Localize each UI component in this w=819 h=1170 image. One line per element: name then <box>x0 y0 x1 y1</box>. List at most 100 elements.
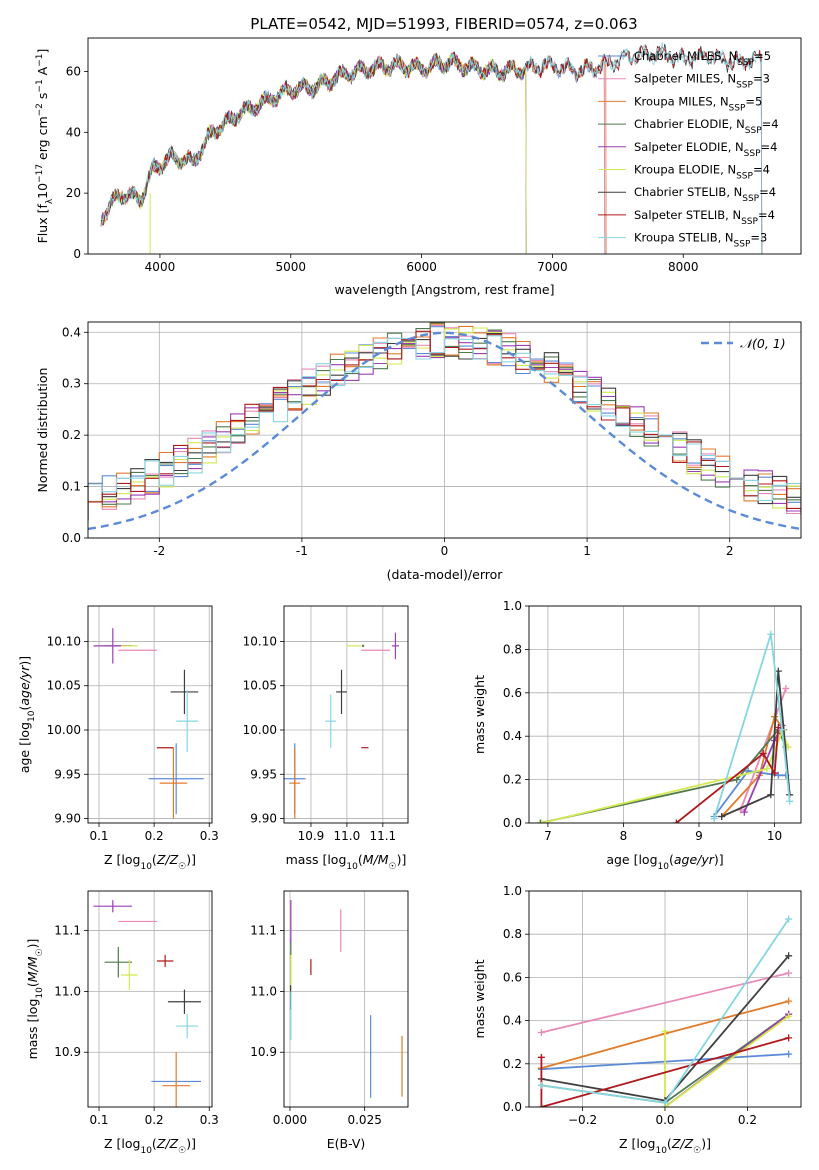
spectrum-axes: 4000 5000 6000 7000 8000 0 20 40 60 <box>66 64 699 274</box>
mass_vs_Z-xtick-label: 0.3 <box>200 1113 219 1127</box>
legend-label-salpeter_elodie: Salpeter ELODIE, NSSP=4 <box>634 140 777 159</box>
residuals-axes: -2 -1 0 1 2 0.0 0.1 0.2 0.3 0.4 <box>62 322 801 558</box>
mass-vs-Z-ylabel: mass [log10(M/M☉)] <box>25 939 45 1060</box>
weight_vs_Z-marker-chabrier_miles <box>785 1050 793 1058</box>
weight_vs_age-ylabel: mass weight <box>472 675 487 754</box>
spectrum-legend: Chabrier MILES, NSSP=5 Salpeter MILES, NS… <box>598 49 779 250</box>
weight_vs_age-xtick-label: 10 <box>767 829 782 843</box>
weight_vs_age-series-kroupa_miles <box>721 714 785 818</box>
mass_vs_ebv-axes: 0.000 0.025 10.9 11.0 11.1 <box>250 891 408 1127</box>
age_vs_mass-ytick-label: 10.05 <box>243 679 277 693</box>
weight_vs_Z-marker-kroupa_stelib <box>785 915 793 923</box>
weight_vs_age-marker-salpeter_stelib <box>774 724 782 732</box>
weight_vs_age-marker-kroupa_stelib <box>710 815 718 823</box>
residuals-xtick-label: -2 <box>153 544 165 558</box>
hist-kroupa_stelib <box>88 335 801 521</box>
mass_vs_Z-xtick-label: 0.2 <box>145 1113 164 1127</box>
weight_vs_age-marker-chabrier_stelib <box>718 812 726 820</box>
weight_vs_Z-marker-salpeter_miles <box>537 1028 545 1036</box>
residuals-frame <box>87 321 802 539</box>
spectrum-series-salpeter_elodie <box>100 54 527 254</box>
weight_vs_Z-series-salpeter_miles <box>541 972 789 1034</box>
weight_vs_Z-marker-kroupa_miles <box>785 997 793 1005</box>
mass_vs_Z-ytick-label: 11.0 <box>54 984 81 998</box>
weight_vs_age-series-salpeter_miles <box>739 688 787 811</box>
weight_vs_age-frame <box>528 605 802 824</box>
residuals-ylabel: Normed distribution <box>35 368 50 493</box>
age_vs_mass-ytick-label: 9.90 <box>250 812 277 826</box>
age-vs-Z-ylabel: age [log10(age/yr)] <box>17 656 37 773</box>
spectrum-ytick-label: 0 <box>73 247 81 261</box>
legend-label-kroupa_elodie: Kroupa ELODIE, NSSP=4 <box>634 163 770 182</box>
weight_vs_Z-ylabel: mass weight <box>472 959 487 1038</box>
age_vs_Z-ytick-label: 10.00 <box>47 723 81 737</box>
weight_vs_age-series-kroupa_elodie <box>541 729 790 823</box>
weight_vs_age-marker-kroupa_stelib <box>778 726 786 734</box>
legend-label-kroupa_miles: Kroupa MILES, NSSP=5 <box>634 94 762 113</box>
age_vs_mass-xtick-label: 11.0 <box>334 829 361 843</box>
mass_vs_ebv-ytick-label: 11.0 <box>250 984 277 998</box>
weight_vs_age-axes: 7 8 9 10 0.0 0.2 0.4 0.6 0.8 1.0 <box>503 599 801 843</box>
weight_vs_age-marker-salpeter_stelib <box>759 750 767 758</box>
weight_vs_Z-ytick-label: 0.8 <box>503 927 522 941</box>
weight_vs_Z-xtick-label: 0.2 <box>738 1113 757 1127</box>
weight_vs_Z-ytick-label: 0.6 <box>503 970 522 984</box>
age-vs-Z-xlabel: Z [log10(Z/Z☉)] <box>104 852 196 872</box>
spectrum-frame <box>87 37 802 255</box>
weight_vs_age-marker-kroupa_stelib <box>786 797 794 805</box>
weight_vs_Z-series-salpeter_stelib <box>540 1037 789 1107</box>
legend-label-salpeter_miles: Salpeter MILES, NSSP=3 <box>634 72 770 91</box>
mass-vs-ebv-xlabel: E(B-V) <box>327 1136 366 1151</box>
weight_vs_Z-marker-kroupa_elodie <box>785 1012 793 1020</box>
spectrum-xtick-label: 4000 <box>145 260 176 274</box>
legend-label-kroupa_stelib: Kroupa STELIB, NSSP=3 <box>634 231 767 250</box>
weight_vs_Z-lines <box>537 915 793 1107</box>
spectrum-ytick-label: 20 <box>66 186 81 200</box>
residuals-xlabel: (data-model)/error <box>387 567 504 582</box>
residuals-xtick-label: 2 <box>726 544 734 558</box>
age_vs_Z-ytick-label: 9.95 <box>54 767 81 781</box>
age_vs_Z-errorbars <box>93 628 204 819</box>
weight_vs_age-marker-chabrier_miles <box>774 771 782 779</box>
legend-label-chabrier_stelib: Chabrier STELIB, NSSP=4 <box>634 185 776 204</box>
residuals-ytick-label: 0.4 <box>62 325 81 339</box>
mass_vs_Z-errorbars <box>93 900 201 1107</box>
normal-curve <box>88 331 801 531</box>
spectrum-xtick-label: 8000 <box>668 260 699 274</box>
age_vs_Z-xtick-label: 0.3 <box>200 829 219 843</box>
age_vs_Z-xtick-label: 0.1 <box>89 829 108 843</box>
residuals-ytick-label: 0.1 <box>62 480 81 494</box>
spectrum-xtick-label: 7000 <box>537 260 568 274</box>
mass_vs_ebv-xtick-label: 0.025 <box>347 1113 381 1127</box>
spectrum-ylabel: Flux [fλ10−17 erg cm−2 s−1 A−1] <box>35 49 55 244</box>
mass_vs_ebv-ytick-label: 11.1 <box>250 924 277 938</box>
weight_vs_Z-marker-kroupa_stelib <box>661 1099 669 1107</box>
spectrum-series-salpeter_miles <box>100 52 606 254</box>
figure-title: PLATE=0542, MJD=51993, FIBERID=0574, z=0… <box>250 15 637 33</box>
age_vs_mass-ytick-label: 10.00 <box>243 723 277 737</box>
age_vs_mass-frame <box>283 605 409 824</box>
age_vs_mass-axes: 10.9 11.0 11.1 9.90 9.95 10.00 10.05 10.10 <box>243 606 408 843</box>
age_vs_Z-ytick-label: 10.05 <box>47 679 81 693</box>
spectrum-xtick-label: 5000 <box>276 260 307 274</box>
spectrum-series-salpeter_stelib <box>100 43 763 254</box>
weight_vs_Z-xtick-label: −0.2 <box>568 1113 597 1127</box>
age_vs_mass-ytick-label: 9.95 <box>250 767 277 781</box>
age-vs-mass-xlabel: mass [log10(M/M☉)] <box>286 852 407 872</box>
weight_vs_Z-marker-chabrier_stelib <box>785 952 793 960</box>
mass_vs_ebv-frame <box>283 890 409 1108</box>
age_vs_mass-xtick-label: 11.1 <box>369 829 396 843</box>
mass_vs_Z-frame <box>87 890 213 1108</box>
weight_vs_Z-marker-kroupa_stelib <box>537 1081 545 1089</box>
age_vs_Z-axes: 0.1 0.2 0.3 9.90 9.95 10.00 10.05 10.10 <box>47 606 219 843</box>
spectrum-ytick-label: 60 <box>66 64 81 78</box>
weight_vs_age-marker-salpeter_stelib <box>672 819 680 823</box>
age_vs_mass-point-chabrier_elodie <box>361 644 365 648</box>
weight_vs_Z-marker-salpeter_stelib <box>537 1053 545 1061</box>
residuals-ytick-label: 0.0 <box>62 531 81 545</box>
weight_vs_Z-frame <box>528 890 802 1108</box>
weight_vs_age-series-salpeter_stelib <box>675 727 780 823</box>
weight_vs_age-ytick-label: 0.6 <box>503 686 522 700</box>
weight_vs_age-marker-salpeter_stelib <box>771 769 779 777</box>
